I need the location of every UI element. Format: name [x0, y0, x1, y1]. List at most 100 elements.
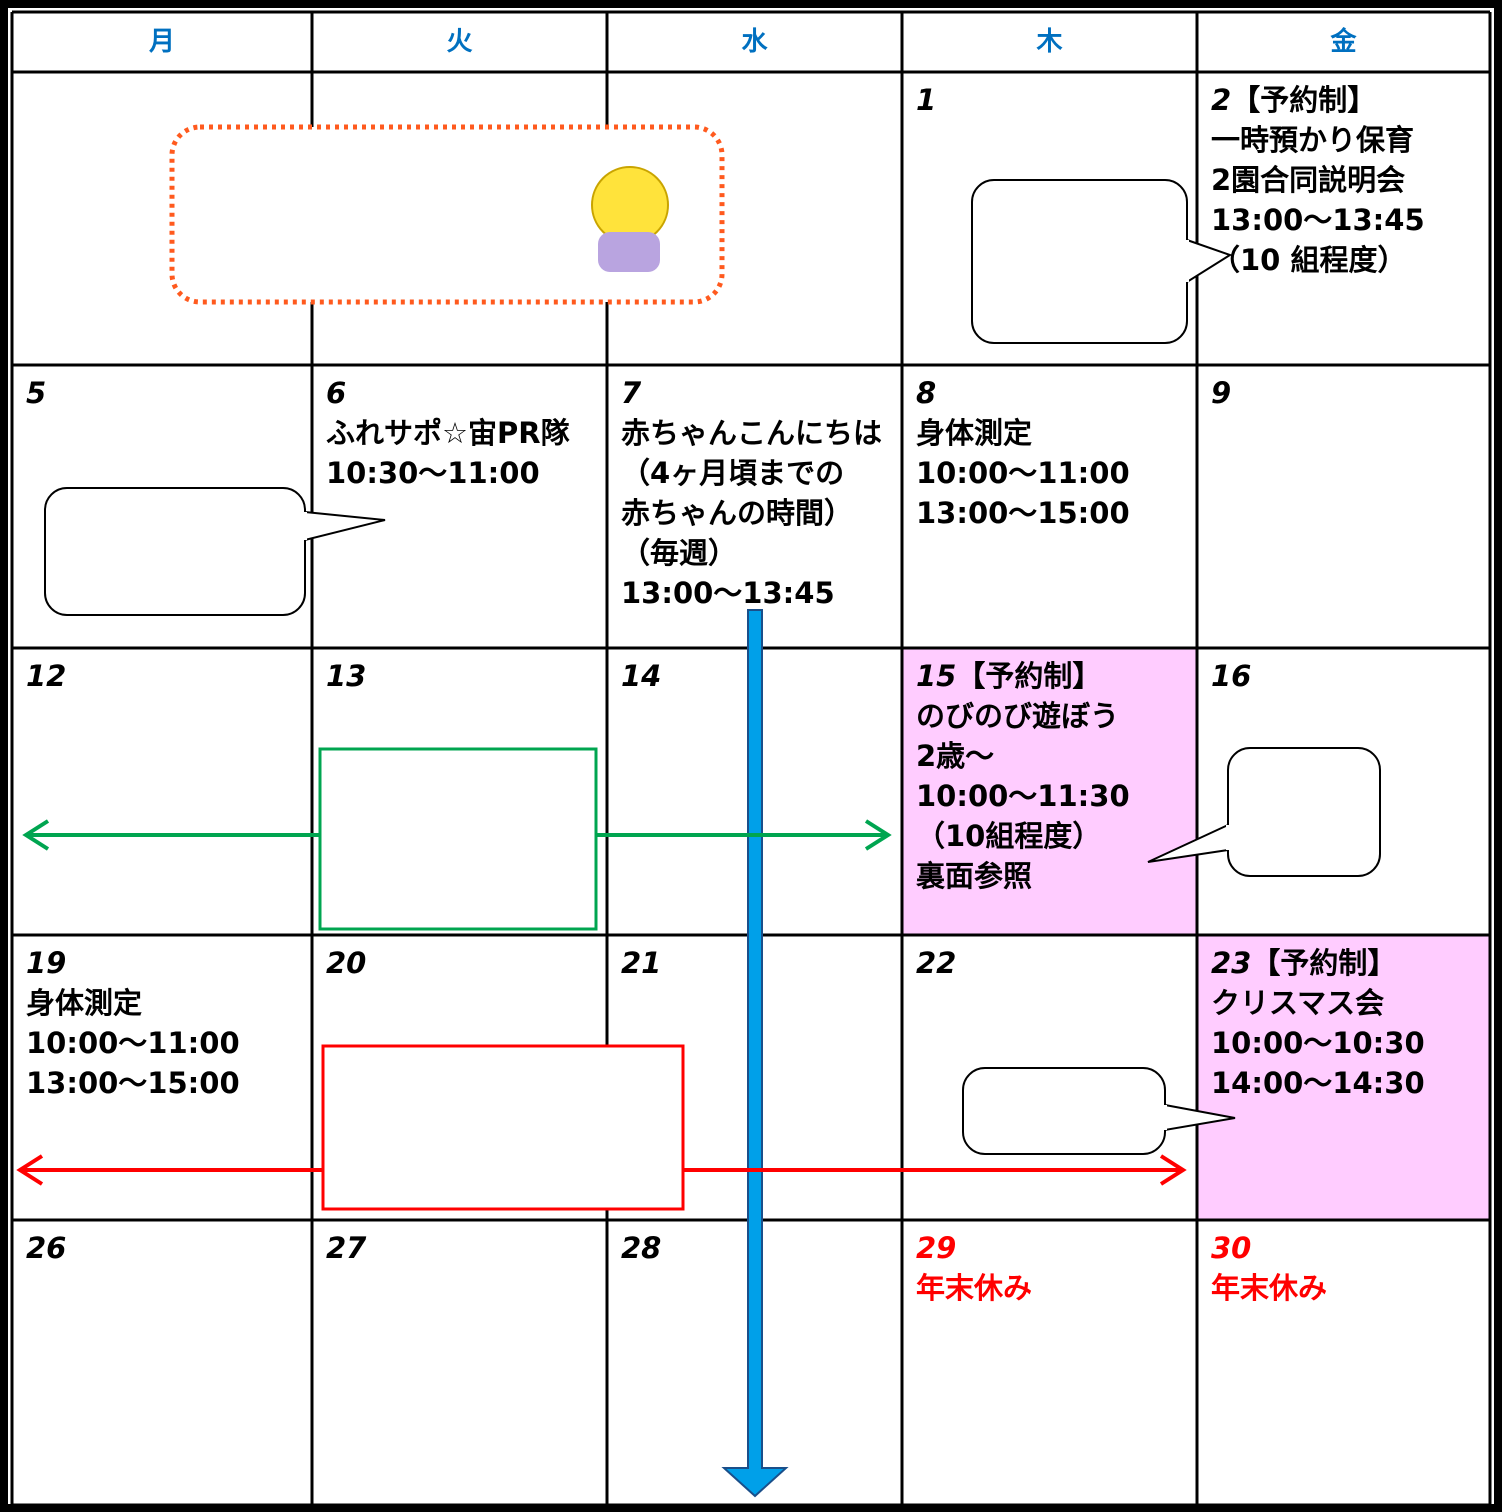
day-cell: 8 身体測定 10:00～11:00 13:00～15:00 [902, 365, 1197, 648]
day-line: 8 [916, 373, 1183, 413]
day-cell: 2【予約制】一時預かり保育 2園合同説明会 13:00～13:45 （10 組程度） [1197, 72, 1490, 365]
day-line: 5 [26, 373, 298, 413]
note-text: 13：00～15：00 [342, 869, 574, 901]
cell-text: 10:00～11:30 [916, 779, 1130, 813]
heading: 【予約制】 [1251, 946, 1397, 980]
cell-text: 年末休み [916, 1271, 1033, 1305]
note-text: 今月の製作 [398, 775, 518, 804]
day-cell: 7 赤ちゃんこんにちは （4ヶ月頃までの 赤ちゃんの時間） （毎週） 13:00～13:4… [607, 365, 902, 648]
day-line: 30 [1211, 1228, 1476, 1268]
day-line: 23【予約制】 [1211, 943, 1476, 983]
cell-text: 2歳～ [916, 739, 995, 773]
bubble-text: のみです [1250, 835, 1339, 860]
day-cell: 15【予約制】 のびのび遊ぼう 2歳～ 10:00～11:30 （10組程度） 裏面参照 [902, 648, 1197, 935]
day-number: 30 [1211, 1231, 1252, 1265]
cell-text: 10:30～11:00 [326, 456, 540, 490]
day-line: 21 [621, 943, 888, 983]
day-number: 5 [26, 376, 47, 410]
cell-text: ふれサポ☆宙PR隊 [326, 416, 570, 450]
day-cell: 6 ふれサポ☆宙PR隊 10:30～11:00 [312, 365, 607, 648]
bubble-text: 午後の宙は [997, 272, 1108, 297]
cell-text: 身体測定 [916, 416, 1033, 450]
day-line: 19 [26, 943, 298, 983]
day-line: 9 [1211, 373, 1476, 413]
day-line: 15【予約制】 [916, 656, 1183, 696]
day-cell: 5 [12, 365, 312, 648]
day-line: 6 [326, 373, 593, 413]
day-line: 13 [326, 656, 593, 696]
bubble-text: 見てください [997, 236, 1129, 261]
day-cell: 28 [607, 1220, 902, 1505]
bubble-text: 予約の方 [1250, 800, 1339, 825]
cell-text: 13:00～15:00 [916, 496, 1130, 530]
cell-text: 身体測定 [26, 986, 143, 1020]
day-number: 23 [1211, 946, 1252, 980]
weekday: 火 [446, 27, 473, 57]
cell-text: （4ヶ月頃までの [621, 456, 845, 490]
day-number: 19 [26, 946, 67, 980]
cell-text: （10組程度） [916, 819, 1102, 853]
day-number: 13 [326, 659, 367, 693]
day-cell: 16 [1197, 648, 1490, 935]
weekday: 金 [1330, 27, 1357, 57]
day-cell: 26 [12, 1220, 312, 1505]
day-cell: 13 [312, 648, 607, 935]
day-cell: 1 [902, 72, 1197, 365]
day-cell: 14 [607, 648, 902, 935]
note-text: 10：00～11：00 [342, 822, 574, 854]
day-line: 27 [326, 1228, 593, 1268]
cell-text: 13:00～15:00 [26, 1066, 240, 1100]
heading: 【予約制】 [956, 659, 1102, 693]
cell-text: 年末休み [1211, 1271, 1328, 1305]
bubble-text: 詳細は裏面を [985, 1087, 1118, 1112]
cell-text: 赤ちゃんの時間） [621, 496, 854, 530]
day-line: 12 [26, 656, 298, 696]
day-cell [607, 72, 902, 365]
day-number: 27 [326, 1231, 367, 1265]
cell-text: のびのび遊ぼう [916, 699, 1120, 733]
cell-text: 10:00～10:30 [1211, 1026, 1425, 1060]
note-text: 13：00～15：30 [387, 1164, 619, 1196]
bubble-text: 午前中は [1250, 765, 1339, 790]
heading: 【予約制】 [1231, 83, 1377, 117]
day-number: 2 [1211, 83, 1232, 117]
cell-text: 2園合同説明会 [1211, 163, 1406, 197]
day-cell: 19 身体測定 10:00～11:00 13:00～15:00 [12, 935, 312, 1220]
day-number: 8 [916, 376, 937, 410]
day-number: 1 [916, 83, 937, 117]
day-number: 28 [621, 1231, 662, 1265]
bubble-text: 詳細は裏面を [997, 202, 1130, 227]
cell-text: 10:00～11:00 [916, 456, 1130, 490]
day-number: 26 [26, 1231, 67, 1265]
day-cell: 23【予約制】 クリスマス会 10:00～10:30 14:00～14:30 [1197, 935, 1490, 1220]
day-line: 16 [1211, 656, 1476, 696]
day-number: 20 [326, 946, 367, 980]
bubble-text: 通常通りです [997, 306, 1130, 331]
day-line: 26 [26, 1228, 298, 1268]
cell-text: 一時預かり保育 [1211, 123, 1415, 157]
cell-text: 裏面参照 [916, 859, 1033, 893]
day-line: 7 [621, 373, 888, 413]
bubble-text: 詳細は裏面を [68, 507, 201, 532]
day-number: 16 [1211, 659, 1252, 693]
day-number: 12 [26, 659, 67, 693]
day-cell: 29 年末休み [902, 1220, 1197, 1505]
day-number: 22 [916, 946, 957, 980]
day-cell: 20 [312, 935, 607, 1220]
cell-text: （10 組程度） [1211, 243, 1407, 277]
day-cell: 22 [902, 935, 1197, 1220]
day-number: 9 [1211, 376, 1232, 410]
day-line: 29 [916, 1228, 1183, 1268]
day-cell: 21 [607, 935, 902, 1220]
day-line: 22 [916, 943, 1183, 983]
bubble-text: 見てください [985, 1120, 1117, 1145]
cell-text: 13:00～13:45 [1211, 203, 1425, 237]
day-number: 14 [621, 659, 662, 693]
cell-text: 10:00～11:00 [26, 1026, 240, 1060]
cell-text: 赤ちゃんこんにちは [621, 416, 883, 450]
day-line: 1 [916, 80, 1183, 120]
day-number: 29 [916, 1231, 957, 1265]
day-number: 6 [326, 376, 347, 410]
